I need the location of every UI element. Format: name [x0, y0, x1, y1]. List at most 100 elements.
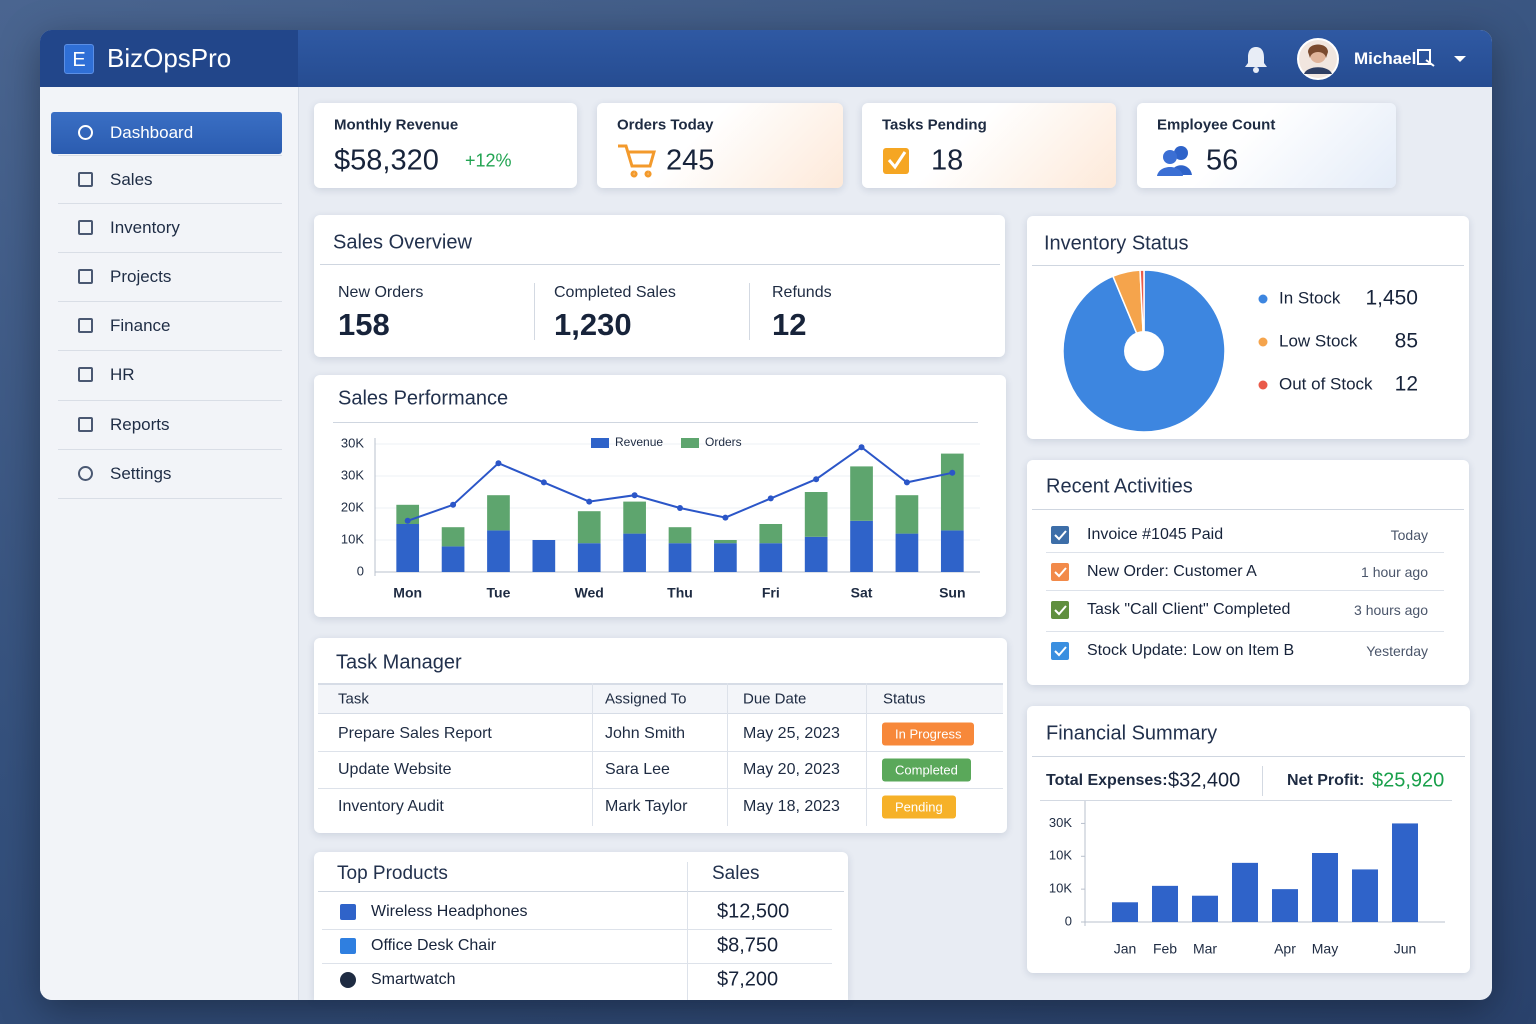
nav-item[interactable]: Projects [110, 267, 172, 286]
table-cell: Prepare Sales Report [338, 725, 492, 742]
product-name: Office Desk Chair [371, 937, 497, 954]
table-cell: Mark Taylor [605, 798, 688, 815]
nav-icon [78, 318, 93, 333]
divider [749, 283, 750, 340]
user-name[interactable]: Michael [1354, 49, 1417, 68]
stat-value: 1,230 [554, 307, 632, 342]
brand-name: BizOpsPro [107, 43, 232, 73]
card-title: Sales Overview [333, 231, 472, 254]
product-name: Smartwatch [371, 971, 456, 988]
kpi-value: 245 [666, 144, 715, 177]
nav-item[interactable]: Settings [110, 464, 172, 483]
nav-separator [58, 252, 282, 253]
stat-value: 158 [338, 307, 390, 342]
kpi-label: Monthly Revenue [334, 116, 459, 134]
summary-label: Net Profit: [1287, 772, 1365, 789]
divider [534, 283, 535, 340]
column-divider [866, 683, 867, 826]
kpi-value: 56 [1206, 144, 1239, 177]
row-divider [322, 929, 832, 930]
product-name: Wireless Headphones [371, 903, 528, 920]
table-header [318, 683, 1003, 714]
column-header: Status [883, 690, 926, 708]
divider [1040, 800, 1452, 801]
activity-text: Invoice #1045 Paid [1087, 526, 1224, 543]
nav-separator [58, 155, 282, 156]
nav-separator [58, 203, 282, 204]
divider [1032, 265, 1464, 266]
product-sales: $8,750 [717, 934, 779, 957]
card-title: Recent Activities [1046, 475, 1193, 498]
card [1027, 460, 1469, 685]
summary-value: $25,920 [1372, 769, 1445, 792]
table-cell: May 20, 2023 [743, 761, 840, 778]
kpi-label: Orders Today [617, 116, 714, 134]
card [314, 215, 1005, 357]
table-cell: May 18, 2023 [743, 798, 840, 815]
card-title: Financial Summary [1046, 722, 1218, 745]
divider [333, 422, 978, 423]
divider [1262, 766, 1263, 796]
logo: E [64, 44, 94, 74]
kpi-change: +12% [465, 150, 512, 171]
nav-separator [58, 449, 282, 450]
table-cell: Update Website [338, 761, 452, 778]
activity-time: Today [1390, 527, 1428, 543]
nav-icon [78, 367, 93, 382]
table-cell: Sara Lee [605, 761, 670, 778]
table-cell: Inventory Audit [338, 798, 444, 815]
brand-bar: E BizOpsPro [40, 30, 298, 87]
column-divider [687, 862, 688, 1000]
row-divider [1046, 631, 1444, 632]
row-divider [318, 788, 1003, 789]
kpi-label: Employee Count [1157, 116, 1276, 134]
column-header: Task [338, 690, 369, 708]
row-divider [1046, 552, 1444, 553]
sidebar [40, 87, 299, 1000]
divider [320, 264, 1000, 265]
nav-item[interactable]: Reports [110, 415, 170, 434]
column-divider [727, 683, 728, 826]
status-badge: Completed [882, 758, 971, 782]
nav-item[interactable]: Dashboard [110, 123, 194, 142]
nav-item[interactable]: Sales [110, 170, 153, 189]
activity-text: Task "Call Client" Completed [1087, 601, 1291, 618]
product-sales: $12,500 [717, 900, 790, 923]
nav-item[interactable]: Inventory [110, 218, 180, 237]
column-header: Top Products [337, 863, 448, 884]
nav-item[interactable]: Finance [110, 316, 171, 335]
nav-item[interactable]: HR [110, 365, 135, 384]
bell-icon[interactable] [1242, 43, 1270, 73]
stat-label: New Orders [338, 284, 424, 301]
user-avatar[interactable] [1297, 38, 1339, 80]
summary-value: $32,400 [1168, 769, 1241, 792]
card-title: Task Manager [336, 651, 462, 674]
column-header: Sales [712, 863, 760, 884]
activity-time: 3 hours ago [1354, 602, 1428, 618]
nav-separator [58, 400, 282, 401]
summary-label: Total Expenses: [1046, 772, 1168, 789]
product-sales: $7,200 [717, 968, 779, 991]
nav-separator [58, 301, 282, 302]
divider [1032, 756, 1465, 757]
card [1027, 216, 1469, 439]
card [1027, 706, 1470, 973]
row-divider [318, 751, 1003, 752]
activity-text: New Order: Customer A [1087, 563, 1257, 580]
column-header: Assigned To [605, 690, 687, 708]
nav-icon [78, 125, 93, 140]
divider [318, 891, 844, 892]
stat-label: Completed Sales [554, 284, 676, 301]
user-menu-icon[interactable] [1414, 44, 1474, 74]
row-divider [322, 963, 832, 964]
divider [1032, 509, 1464, 510]
row-divider [1046, 590, 1444, 591]
table-cell: May 25, 2023 [743, 725, 840, 742]
stat-label: Refunds [772, 284, 832, 301]
activity-text: Stock Update: Low on Item B [1087, 642, 1295, 659]
nav-icon [78, 172, 93, 187]
table-cell: John Smith [605, 725, 686, 742]
kpi-label: Tasks Pending [882, 116, 987, 134]
